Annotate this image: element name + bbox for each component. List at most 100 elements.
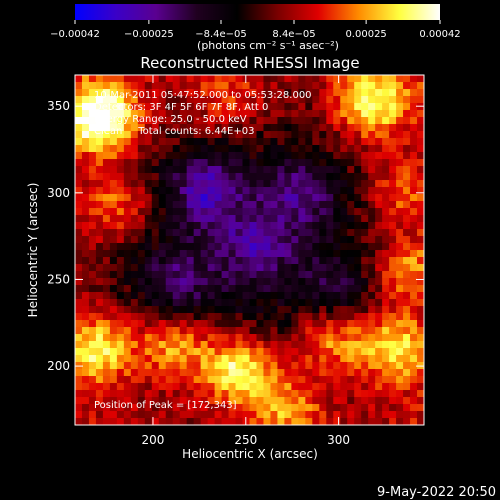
heatmap-cell bbox=[417, 180, 424, 188]
heatmap-cell bbox=[123, 159, 132, 167]
heatmap-cell bbox=[165, 75, 174, 83]
heatmap-cell bbox=[403, 194, 411, 202]
heatmap-cell bbox=[368, 117, 376, 125]
heatmap-cell bbox=[305, 187, 313, 195]
heatmap-cell bbox=[284, 341, 292, 349]
heatmap-cell bbox=[75, 117, 83, 125]
heatmap-cell bbox=[221, 306, 230, 314]
heatmap-cell bbox=[277, 383, 285, 391]
heatmap-cell bbox=[389, 348, 397, 356]
heatmap-cell bbox=[270, 215, 279, 223]
heatmap-cell bbox=[340, 222, 348, 230]
heatmap-cell bbox=[347, 201, 355, 209]
heatmap-cell bbox=[95, 222, 104, 230]
heatmap-cell bbox=[403, 82, 411, 90]
heatmap-cell bbox=[109, 369, 118, 377]
heatmap-cell bbox=[270, 138, 279, 146]
heatmap-cell bbox=[81, 292, 90, 300]
heatmap-cell bbox=[165, 306, 174, 314]
heatmap-cell bbox=[95, 355, 104, 363]
heatmap-cell bbox=[200, 383, 209, 391]
heatmap-cell bbox=[389, 306, 397, 314]
heatmap-cell bbox=[417, 138, 424, 146]
heatmap-cell bbox=[368, 110, 376, 118]
heatmap-cell bbox=[382, 299, 390, 307]
heatmap-cell bbox=[410, 159, 418, 167]
heatmap-cell bbox=[88, 201, 97, 209]
heatmap-cell bbox=[417, 152, 424, 160]
heatmap-cell bbox=[263, 404, 272, 412]
heatmap-cell bbox=[396, 376, 404, 384]
heatmap-cell bbox=[347, 369, 355, 377]
heatmap-cell bbox=[256, 229, 265, 237]
heatmap-cell bbox=[382, 390, 390, 398]
heatmap-cell bbox=[242, 313, 251, 321]
heatmap-cell bbox=[249, 397, 258, 405]
heatmap-cell bbox=[326, 390, 334, 398]
heatmap-cell bbox=[102, 397, 111, 405]
y-tick-label: 250 bbox=[47, 272, 70, 286]
heatmap-cell bbox=[109, 278, 118, 286]
heatmap-cell bbox=[81, 117, 90, 125]
heatmap-cell bbox=[81, 362, 90, 370]
heatmap-cell bbox=[284, 383, 292, 391]
heatmap-cell bbox=[298, 376, 306, 384]
heatmap-cell bbox=[389, 236, 397, 244]
heatmap-cell bbox=[130, 96, 139, 104]
heatmap-cell bbox=[340, 166, 348, 174]
heatmap-cell bbox=[382, 341, 390, 349]
heatmap-cell bbox=[179, 292, 188, 300]
heatmap-cell bbox=[193, 243, 202, 251]
heatmap-cell bbox=[102, 145, 111, 153]
heatmap-cell bbox=[347, 138, 355, 146]
heatmap-cell bbox=[396, 124, 404, 132]
heatmap-cell bbox=[354, 180, 362, 188]
heatmap-cell bbox=[242, 145, 251, 153]
heatmap-cell bbox=[382, 82, 390, 90]
heatmap-cell bbox=[102, 215, 111, 223]
heatmap-cell bbox=[144, 145, 153, 153]
heatmap-cell bbox=[298, 117, 306, 125]
heatmap-cell bbox=[305, 264, 313, 272]
heatmap-cell bbox=[263, 208, 272, 216]
heatmap-cell bbox=[263, 362, 272, 370]
heatmap-cell bbox=[403, 257, 411, 265]
heatmap-cell bbox=[417, 215, 424, 223]
heatmap-cell bbox=[88, 75, 97, 83]
heatmap-cell bbox=[144, 250, 153, 258]
heatmap-cell bbox=[172, 138, 181, 146]
heatmap-cell bbox=[214, 89, 223, 97]
heatmap-cell bbox=[109, 236, 118, 244]
heatmap-cell bbox=[361, 194, 369, 202]
heatmap-cell bbox=[305, 404, 313, 412]
heatmap-cell bbox=[165, 327, 174, 335]
heatmap-cell bbox=[249, 299, 258, 307]
heatmap-cell bbox=[95, 292, 104, 300]
heatmap-cell bbox=[81, 236, 90, 244]
heatmap-cell bbox=[417, 236, 424, 244]
heatmap-cell bbox=[200, 159, 209, 167]
heatmap-cell bbox=[235, 299, 244, 307]
heatmap-cell bbox=[417, 292, 424, 300]
heatmap-cell bbox=[354, 89, 362, 97]
heatmap-cell bbox=[172, 159, 181, 167]
heatmap-cell bbox=[137, 243, 146, 251]
heatmap-cell bbox=[179, 222, 188, 230]
heatmap-cell bbox=[354, 299, 362, 307]
heatmap-cell bbox=[144, 299, 153, 307]
heatmap-cell bbox=[354, 376, 362, 384]
heatmap-cell bbox=[389, 229, 397, 237]
heatmap-cell bbox=[172, 320, 181, 328]
heatmap-cell bbox=[410, 236, 418, 244]
heatmap-cell bbox=[389, 355, 397, 363]
heatmap-cell bbox=[277, 418, 285, 425]
heatmap-cell bbox=[403, 103, 411, 111]
heatmap-cell bbox=[270, 320, 279, 328]
heatmap-cell bbox=[116, 418, 125, 425]
heatmap-cell bbox=[382, 96, 390, 104]
heatmap-cell bbox=[298, 355, 306, 363]
heatmap-cell bbox=[396, 264, 404, 272]
heatmap-cell bbox=[389, 145, 397, 153]
heatmap-cell bbox=[284, 348, 292, 356]
heatmap-cell bbox=[151, 89, 160, 97]
